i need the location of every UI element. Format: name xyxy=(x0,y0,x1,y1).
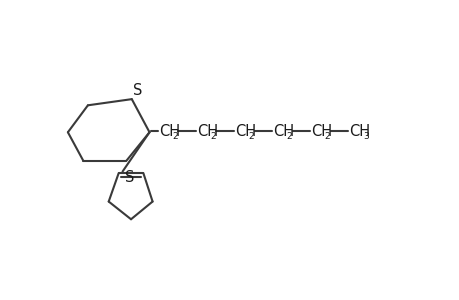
Text: CH: CH xyxy=(235,124,256,139)
Text: 3: 3 xyxy=(362,132,368,141)
Text: CH: CH xyxy=(348,124,369,139)
Text: CH: CH xyxy=(196,124,218,139)
Text: 2: 2 xyxy=(172,132,178,141)
Text: CH: CH xyxy=(273,124,294,139)
Text: S: S xyxy=(133,82,142,98)
Text: CH: CH xyxy=(311,124,331,139)
Text: 2: 2 xyxy=(248,132,253,141)
Text: S: S xyxy=(124,170,134,185)
Text: CH: CH xyxy=(158,124,179,139)
Text: 2: 2 xyxy=(324,132,330,141)
Text: 2: 2 xyxy=(286,132,291,141)
Text: 2: 2 xyxy=(210,132,215,141)
